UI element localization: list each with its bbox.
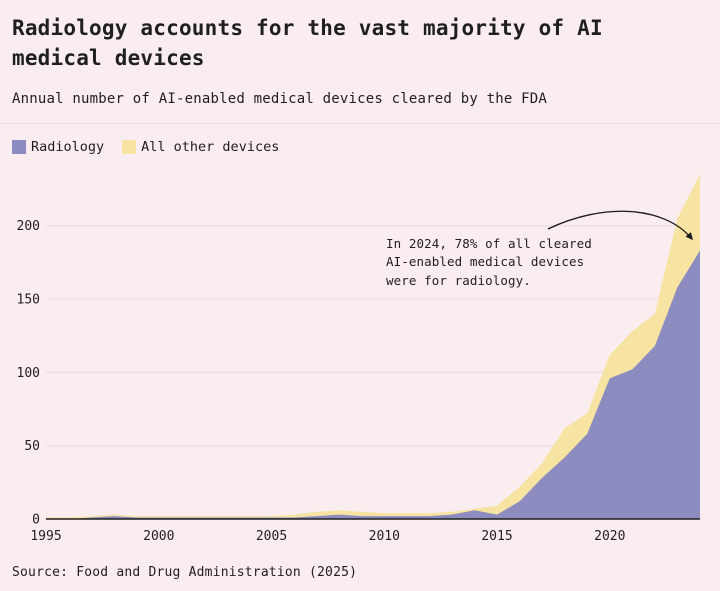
divider [0, 122, 720, 124]
svg-text:1995: 1995 [30, 529, 61, 544]
svg-text:50: 50 [24, 439, 40, 454]
svg-text:100: 100 [17, 366, 40, 381]
other-devices-swatch-icon [122, 139, 137, 154]
legend-item-other: All other devices [122, 139, 279, 155]
svg-text:2015: 2015 [481, 529, 512, 544]
svg-text:2010: 2010 [369, 529, 400, 544]
svg-text:150: 150 [17, 292, 40, 307]
stacked-area-chart: 0 50 100 150 200 1995 2000 2005 2010 2015 2020 In … [0, 159, 720, 559]
svg-text:200: 200 [17, 219, 40, 234]
svg-text:2005: 2005 [256, 529, 287, 544]
chart-subtitle: Annual number of AI-enabled medical devi… [12, 90, 547, 107]
legend-label-radiology: Radiology [31, 138, 105, 155]
svg-text:2020: 2020 [594, 529, 625, 544]
svg-text:0: 0 [32, 512, 40, 527]
legend-label-other: All other devices [141, 138, 280, 155]
chart-annotation: In 2024, 78% of all cleared AI-enabled m… [386, 235, 592, 288]
svg-text:2000: 2000 [143, 529, 174, 544]
legend-item-radiology: Radiology [12, 139, 104, 155]
radiology-swatch-icon [12, 139, 26, 154]
legend: Radiology All other devices [12, 139, 706, 155]
chart-canvas: 0 50 100 150 200 1995 2000 2005 2010 2015 2020 [17, 174, 700, 544]
source-note: Source: Food and Drug Administration (20… [12, 564, 358, 580]
chart-title: Radiology accounts for the vast majority… [12, 16, 603, 70]
